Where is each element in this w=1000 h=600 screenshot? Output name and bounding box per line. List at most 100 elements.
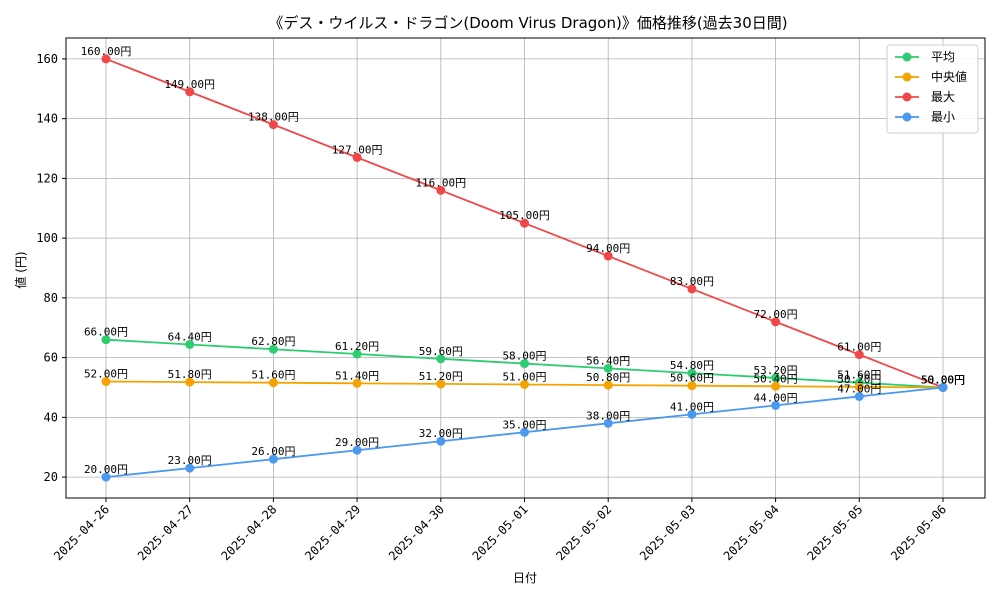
- data-label: 51.00円: [502, 370, 546, 383]
- data-label: 50.00円: [921, 373, 965, 386]
- data-point: [520, 218, 529, 228]
- data-point: [185, 463, 195, 473]
- data-label: 50.20円: [837, 373, 881, 386]
- data-point: [436, 379, 446, 389]
- series-4: [101, 382, 948, 482]
- data-point: [185, 377, 195, 387]
- data-label: 51.60円: [251, 369, 295, 382]
- data-point: [268, 378, 278, 388]
- x-tick-label: 2025-05-06: [888, 502, 949, 563]
- data-label: 51.20円: [419, 370, 463, 383]
- data-label: 127.00円: [332, 143, 383, 156]
- legend-swatch-marker: [902, 52, 912, 62]
- data-label: 20.00円: [84, 463, 128, 476]
- data-point: [603, 380, 613, 390]
- data-label: 51.40円: [335, 369, 379, 382]
- data-point: [771, 381, 781, 391]
- x-tick-label: 2025-04-29: [302, 502, 363, 563]
- data-point: [436, 185, 446, 195]
- x-tick-label: 2025-04-26: [51, 502, 112, 563]
- plot-frame: [65, 37, 986, 499]
- data-point: [352, 152, 362, 162]
- legend-item: 最小: [895, 110, 955, 124]
- x-tick-label: 2025-05-04: [721, 502, 782, 563]
- x-tick-label: 2025-04-28: [219, 502, 280, 563]
- data-point: [101, 54, 111, 64]
- data-point: [185, 87, 195, 97]
- data-point: [352, 378, 362, 388]
- legend-label: 最小: [931, 110, 955, 124]
- data-label: 149.00円: [164, 78, 215, 91]
- x-tick-label: 2025-04-27: [135, 502, 196, 563]
- data-point: [771, 373, 781, 383]
- series-layer: [101, 54, 948, 482]
- x-tick-label: 2025-05-05: [804, 502, 865, 563]
- x-tick-label: 2025-04-30: [386, 502, 447, 563]
- data-label: 35.00円: [502, 418, 546, 431]
- legend-item: 平均: [895, 50, 955, 64]
- data-label: 59.60円: [419, 345, 463, 358]
- y-axis-label: 値 (円): [13, 251, 28, 288]
- data-label: 53.20円: [754, 364, 798, 377]
- legend-box: [886, 44, 979, 134]
- data-point: [520, 359, 529, 369]
- data-point: [854, 391, 864, 401]
- data-point: [436, 436, 446, 446]
- data-label: 61.20円: [335, 340, 379, 353]
- data-point: [771, 400, 781, 410]
- data-point: [520, 379, 529, 389]
- data-point: [101, 472, 111, 482]
- x-tick-label: 2025-05-02: [553, 502, 614, 563]
- data-label: 66.00円: [84, 326, 128, 339]
- legend-item: 最大: [895, 90, 955, 104]
- legend-label: 中央値: [931, 69, 967, 84]
- data-labels: 66.00円 64.40円 62.80円 61.20円 59.60円 58.00円 56.4…: [81, 45, 965, 476]
- y-tick-label: 40: [44, 410, 58, 424]
- data-label: 72.00円: [754, 308, 798, 321]
- x-tick-label: 2025-05-01: [470, 502, 531, 563]
- data-point: [687, 381, 697, 391]
- data-label: 50.00円: [921, 373, 965, 386]
- data-label: 58.00円: [502, 350, 546, 363]
- data-point: [687, 409, 697, 419]
- data-label: 44.00円: [754, 391, 798, 404]
- data-label: 94.00円: [586, 242, 630, 255]
- data-point: [603, 418, 613, 428]
- data-label: 61.00円: [837, 341, 881, 354]
- legend-label: 最大: [931, 90, 955, 104]
- data-point: [352, 445, 362, 455]
- data-label: 52.00円: [84, 368, 128, 381]
- y-tick-label: 100: [36, 231, 58, 245]
- data-point: [268, 120, 278, 130]
- data-label: 26.00円: [251, 445, 295, 458]
- data-point: [771, 317, 781, 327]
- y-tick-label: 120: [36, 171, 58, 185]
- y-tick-label: 60: [44, 351, 58, 365]
- data-point: [268, 344, 278, 354]
- legend-item: 中央値: [895, 69, 967, 84]
- data-point: [101, 335, 111, 345]
- data-point: [603, 251, 613, 261]
- data-label: 50.00円: [921, 373, 965, 386]
- x-axis-label: 日付: [513, 571, 537, 585]
- chart-title: 《デス・ウイルス・ドラゴン(Doom Virus Dragon)》価格推移(過去…: [268, 14, 787, 32]
- data-label: 54.80円: [670, 359, 714, 372]
- data-label: 138.00円: [248, 111, 299, 124]
- data-label: 51.80円: [168, 368, 212, 381]
- data-label: 38.00円: [586, 409, 630, 422]
- data-point: [520, 427, 529, 437]
- data-label: 105.00円: [499, 209, 550, 222]
- data-label: 51.60円: [837, 369, 881, 382]
- data-point: [687, 368, 697, 378]
- data-label: 29.00円: [335, 436, 379, 449]
- y-tick-label: 140: [36, 112, 58, 126]
- data-label: 50.00円: [921, 373, 965, 386]
- legend-swatch-marker: [902, 72, 912, 82]
- data-point: [687, 284, 697, 294]
- legend-swatch-marker: [902, 92, 912, 102]
- legend-swatch-marker: [902, 112, 912, 122]
- data-point: [268, 454, 278, 464]
- data-point: [101, 377, 111, 387]
- data-point: [352, 349, 362, 359]
